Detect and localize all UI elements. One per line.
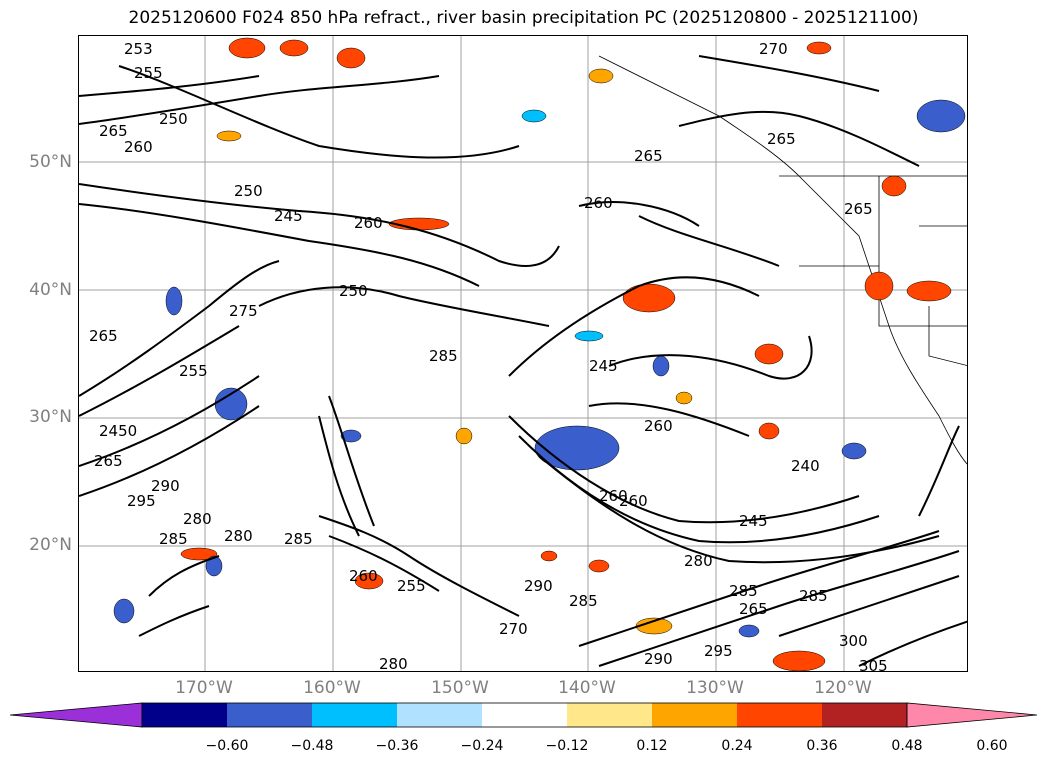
contour-label: 295	[704, 642, 733, 660]
colorbar	[10, 702, 1037, 728]
contour-label: 265	[99, 122, 128, 140]
contour-label: 265	[634, 147, 663, 165]
contour-label: 260	[349, 567, 378, 585]
contour-label: 255	[397, 577, 426, 595]
contour-label: 265	[89, 327, 118, 345]
colorbar-tick-label: 0.60	[976, 738, 1008, 754]
colorbar-frame	[141, 702, 908, 728]
colorbar-cell	[822, 703, 907, 727]
contour-label: 260	[599, 487, 628, 505]
contour-label: 270	[499, 620, 528, 638]
contour-label: 280	[183, 510, 212, 528]
contour-label: 280	[684, 552, 713, 570]
lat-label-30n: 30°N	[29, 407, 72, 427]
colorbar-cell	[397, 703, 482, 727]
colorbar-cell	[567, 703, 652, 727]
colorbar-cell	[142, 703, 227, 727]
colorbar-tick-label: 0.24	[721, 738, 753, 754]
lat-label-40n: 40°N	[29, 280, 72, 300]
colorbar-extend-high	[906, 702, 1037, 728]
contour-label: 253	[124, 40, 153, 58]
contour-label: 245	[589, 357, 618, 375]
colorbar-cell	[227, 703, 312, 727]
refractivity-contours	[79, 55, 967, 667]
coastline	[598, 55, 967, 465]
colorbar-cell	[652, 703, 737, 727]
colorbar-cells	[10, 702, 1037, 728]
lon-label-150w: 150°W	[431, 678, 489, 698]
colorbar-tick-label: −0.48	[290, 738, 334, 754]
map-svg: 253 255 265 250 260 270 265 250 245 260 …	[79, 36, 967, 672]
colorbar-cell	[737, 703, 822, 727]
lon-label-160w: 160°W	[303, 678, 361, 698]
contour-label: 260	[619, 492, 648, 510]
map-title: 2025120600 F024 850 hPa refract., river …	[128, 8, 919, 28]
contour-label: 260	[124, 138, 153, 156]
contour-label: 265	[767, 130, 796, 148]
lon-label-120w: 120°W	[814, 678, 872, 698]
colorbar-tick-label: 0.12	[636, 738, 668, 754]
colorbar-tick-label: −0.60	[205, 738, 249, 754]
contour-labels: 253 255 265 250 260 270 265 250 245 260 …	[89, 40, 888, 672]
contour-label: 255	[179, 362, 208, 380]
contour-label: 2450	[99, 422, 137, 440]
contour-label: 265	[94, 452, 123, 470]
colorbar-cell	[482, 703, 567, 727]
contour-label: 300	[839, 632, 868, 650]
colorbar-tick-label: −0.12	[545, 738, 589, 754]
contour-label: 290	[151, 477, 180, 495]
lon-label-130w: 130°W	[686, 678, 744, 698]
contour-label: 255	[134, 64, 163, 82]
lon-label-140w: 140°W	[558, 678, 616, 698]
contour-label: 250	[234, 182, 263, 200]
contour-label: 265	[739, 600, 768, 618]
contour-label: 275	[229, 302, 258, 320]
contour-label: 285	[729, 582, 758, 600]
colorbar-tick-label: −0.24	[460, 738, 504, 754]
contour-label: 285	[284, 530, 313, 548]
contour-label: 285	[429, 347, 458, 365]
contour-label: 280	[224, 527, 253, 545]
contour-label: 295	[127, 492, 156, 510]
colorbar-tick-label: −0.36	[375, 738, 419, 754]
contour-label: 285	[159, 530, 188, 548]
contour-label: 250	[339, 282, 368, 300]
contour-label: 260	[644, 417, 673, 435]
contour-label: 265	[844, 200, 873, 218]
colorbar-cell	[312, 703, 397, 727]
contour-label: 245	[739, 512, 768, 530]
lon-label-170w: 170°W	[175, 678, 233, 698]
colorbar-tick-label: 0.36	[806, 738, 838, 754]
precip-fill-positive	[180, 37, 952, 671]
colorbar-extend-low	[10, 702, 143, 728]
precip-fill-negative	[113, 99, 966, 638]
contour-label: 285	[799, 587, 828, 605]
contour-label: 250	[159, 110, 188, 128]
lat-label-50n: 50°N	[29, 152, 72, 172]
contour-label: 245	[274, 207, 303, 225]
contour-label: 280	[379, 655, 408, 672]
contour-label: 260	[354, 214, 383, 232]
contour-label: 290	[644, 650, 673, 668]
contour-label: 260	[584, 194, 613, 212]
lat-label-20n: 20°N	[29, 535, 72, 555]
map-panel[interactable]: 253 255 265 250 260 270 265 250 245 260 …	[78, 35, 968, 672]
contour-label: 285	[569, 592, 598, 610]
colorbar-tick-label: 0.48	[891, 738, 923, 754]
contour-label: 270	[759, 40, 788, 58]
contour-label: 305	[859, 657, 888, 672]
contour-label: 240	[791, 457, 820, 475]
contour-label: 290	[524, 577, 553, 595]
